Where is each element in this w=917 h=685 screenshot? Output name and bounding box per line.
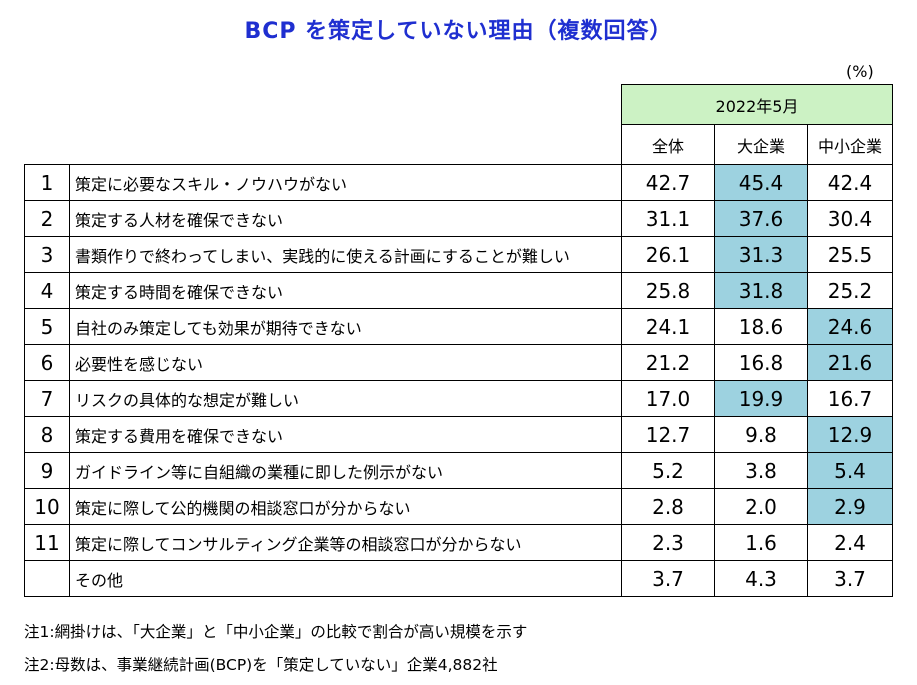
table-title: BCP を策定していない理由（複数回答） [244,19,673,44]
value-sme: 42.4 [807,164,893,201]
table-row: 3 書類作りで終わってしまい、実践的に使える計画にすることが難しい 26.1 31.3… [24,236,893,273]
value-sme: 2.9 [807,488,893,525]
row-label: 必要性を感じない [69,344,622,381]
value-total: 24.1 [621,308,715,345]
period-header: 2022年5月 [621,84,893,125]
value-large: 4.3 [714,560,808,597]
column-header-large: 大企業 [714,124,808,165]
table-row: 6 必要性を感じない 21.2 16.8 21.6 [24,344,893,381]
table-row: 4 策定する時間を確保できない 25.8 31.8 25.2 [24,272,893,309]
value-large: 3.8 [714,452,808,489]
value-sme: 24.6 [807,308,893,345]
value-large: 18.6 [714,308,808,345]
row-label: 書類作りで終わってしまい、実践的に使える計画にすることが難しい [69,236,622,273]
reasons-table: 2022年5月 全体 大企業 中小企業 1 策定に必要なスキル・ノウハウがない 42… [24,84,893,597]
row-label: 策定に際してコンサルティング企業等の相談窓口が分からない [69,524,622,561]
value-large: 2.0 [714,488,808,525]
value-large: 31.3 [714,236,808,273]
column-header-row: 全体 大企業 中小企業 [25,124,893,165]
unit-label: (%) [846,62,874,81]
value-total: 5.2 [621,452,715,489]
value-total: 21.2 [621,344,715,381]
row-label: 策定する費用を確保できない [69,416,622,453]
table-row: 8 策定する費用を確保できない 12.7 9.8 12.9 [24,416,893,453]
note-1: 注1:網掛けは、「大企業」と「中小企業」の比較で割合が高い規模を示す [24,623,528,641]
row-label: ガイドライン等に自組織の業種に即した例示がない [69,452,622,489]
value-sme: 30.4 [807,200,893,237]
row-label: 自社のみ策定しても効果が期待できない [69,308,622,345]
value-total: 26.1 [621,236,715,273]
value-total: 2.3 [621,524,715,561]
table-row: 9 ガイドライン等に自組織の業種に即した例示がない 5.2 3.8 5.4 [24,452,893,489]
value-total: 42.7 [621,164,715,201]
value-large: 16.8 [714,344,808,381]
row-number [24,560,70,597]
row-number: 2 [24,200,70,237]
row-number: 8 [24,416,70,453]
value-total: 2.8 [621,488,715,525]
row-label: 策定に際して公的機関の相談窓口が分からない [69,488,622,525]
value-total: 17.0 [621,380,715,417]
table-row: 2 策定する人材を確保できない 31.1 37.6 30.4 [24,200,893,237]
period-header-row: 2022年5月 [25,84,893,125]
table-row: 1 策定に必要なスキル・ノウハウがない 42.7 45.4 42.4 [24,164,893,201]
row-label: 策定に必要なスキル・ノウハウがない [69,164,622,201]
row-label: 策定する人材を確保できない [69,200,622,237]
value-large: 31.8 [714,272,808,309]
value-sme: 25.2 [807,272,893,309]
row-number: 1 [24,164,70,201]
table-row: その他 3.7 4.3 3.7 [24,560,893,597]
row-number: 6 [24,344,70,381]
row-label: その他 [69,560,622,597]
column-header-sme: 中小企業 [807,124,893,165]
value-large: 9.8 [714,416,808,453]
table-row: 11 策定に際してコンサルティング企業等の相談窓口が分からない 2.3 1.6 2.4 [24,524,893,561]
table-row: 10 策定に際して公的機関の相談窓口が分からない 2.8 2.0 2.9 [24,488,893,525]
row-label: リスクの具体的な想定が難しい [69,380,622,417]
row-label: 策定する時間を確保できない [69,272,622,309]
value-total: 3.7 [621,560,715,597]
value-sme: 2.4 [807,524,893,561]
value-sme: 21.6 [807,344,893,381]
value-large: 45.4 [714,164,808,201]
notes: 注1:網掛けは、「大企業」と「中小企業」の比較で割合が高い規模を示す 注2:母数… [24,616,527,682]
value-large: 37.6 [714,200,808,237]
value-sme: 5.4 [807,452,893,489]
row-number: 9 [24,452,70,489]
row-number: 4 [24,272,70,309]
row-number: 10 [24,488,70,525]
value-total: 25.8 [621,272,715,309]
table-row: 5 自社のみ策定しても効果が期待できない 24.1 18.6 24.6 [24,308,893,345]
value-total: 31.1 [621,200,715,237]
value-sme: 3.7 [807,560,893,597]
value-sme: 12.9 [807,416,893,453]
row-number: 3 [24,236,70,273]
value-total: 12.7 [621,416,715,453]
value-sme: 25.5 [807,236,893,273]
column-header-total: 全体 [621,124,715,165]
row-number: 7 [24,380,70,417]
note-2: 注2:母数は、事業継続計画(BCP)を「策定していない」企業4,882社 [24,656,498,674]
table-row: 7 リスクの具体的な想定が難しい 17.0 19.9 16.7 [24,380,893,417]
value-sme: 16.7 [807,380,893,417]
row-number: 5 [24,308,70,345]
value-large: 1.6 [714,524,808,561]
value-large: 19.9 [714,380,808,417]
row-number: 11 [24,524,70,561]
